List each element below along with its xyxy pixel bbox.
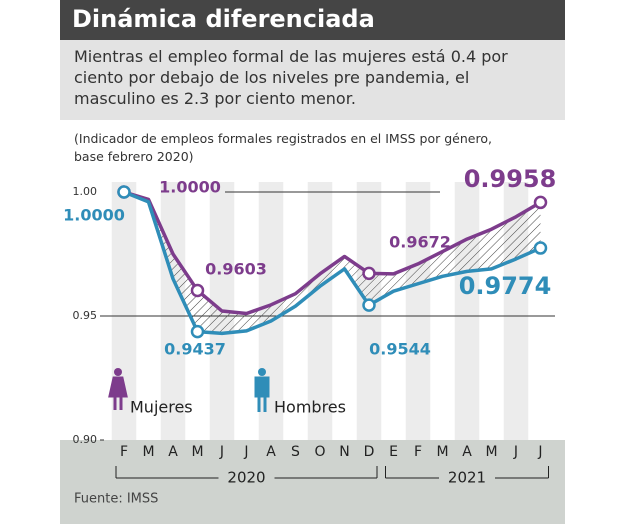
value-label: 0.9437 (164, 340, 226, 359)
point (533, 241, 548, 255)
note: (Indicador de empleos formales registrad… (74, 131, 492, 164)
title-bar (60, 0, 565, 40)
year-label: 2020 (227, 469, 265, 487)
legend-label: Hombres (274, 398, 346, 417)
point (362, 266, 376, 281)
value-label: 0.9672 (389, 233, 451, 252)
y-tick-label: 0.95 (73, 309, 98, 322)
line (123, 190, 542, 336)
x-tick-label: A (168, 444, 178, 460)
x-tick-label: S (291, 444, 300, 460)
value-label: 1.0000 (159, 178, 221, 197)
point (190, 283, 205, 298)
x-tick-label: M (191, 444, 203, 460)
x-tick-label: M (436, 444, 448, 460)
stripe (454, 182, 480, 440)
point (533, 195, 548, 210)
line (123, 190, 542, 316)
x-tick-label: J (537, 444, 542, 460)
point (117, 185, 131, 199)
legend-icon-body (254, 376, 270, 412)
stripe (307, 182, 333, 440)
gap-area (124, 192, 541, 334)
x-tick-label: J (513, 444, 518, 460)
year-label: 2021 (448, 469, 486, 487)
x-tick-label: J (219, 444, 224, 460)
legend-icon-head (114, 368, 122, 376)
y-tick-label: 1.00 (73, 185, 98, 198)
subtitle: Mientras el empleo formal de las mujeres… (74, 47, 508, 108)
axis-bg (60, 440, 565, 524)
x-tick-label: D (364, 444, 375, 460)
value-label: 0.9544 (369, 340, 431, 359)
legend-label: Mujeres (130, 398, 193, 417)
value-label: 0.9774 (459, 272, 552, 300)
value-label: 0.9958 (464, 165, 557, 193)
x-tick-label: M (142, 444, 154, 460)
legend-icon-body (108, 376, 128, 410)
stripe (160, 182, 186, 440)
value-label: 1.0000 (63, 206, 125, 225)
x-tick-label: J (243, 444, 248, 460)
source: Fuente: IMSS (74, 492, 158, 507)
value-label: 0.9603 (205, 260, 267, 279)
x-tick-label: O (314, 444, 325, 460)
chart-title: Dinámica diferenciada (72, 5, 375, 33)
x-tick-label: F (414, 444, 422, 460)
x-tick-label: F (120, 444, 128, 460)
stripe (405, 182, 431, 440)
point (362, 298, 376, 312)
legend-icon-head (258, 368, 266, 376)
y-tick-label: 0.90 (73, 433, 98, 446)
x-tick-label: E (389, 444, 398, 460)
x-tick-label: M (485, 444, 497, 460)
subtitle-bg (60, 40, 565, 120)
point (190, 324, 205, 339)
x-tick-label: A (266, 444, 276, 460)
x-tick-label: A (462, 444, 472, 460)
x-tick-label: N (339, 444, 349, 460)
